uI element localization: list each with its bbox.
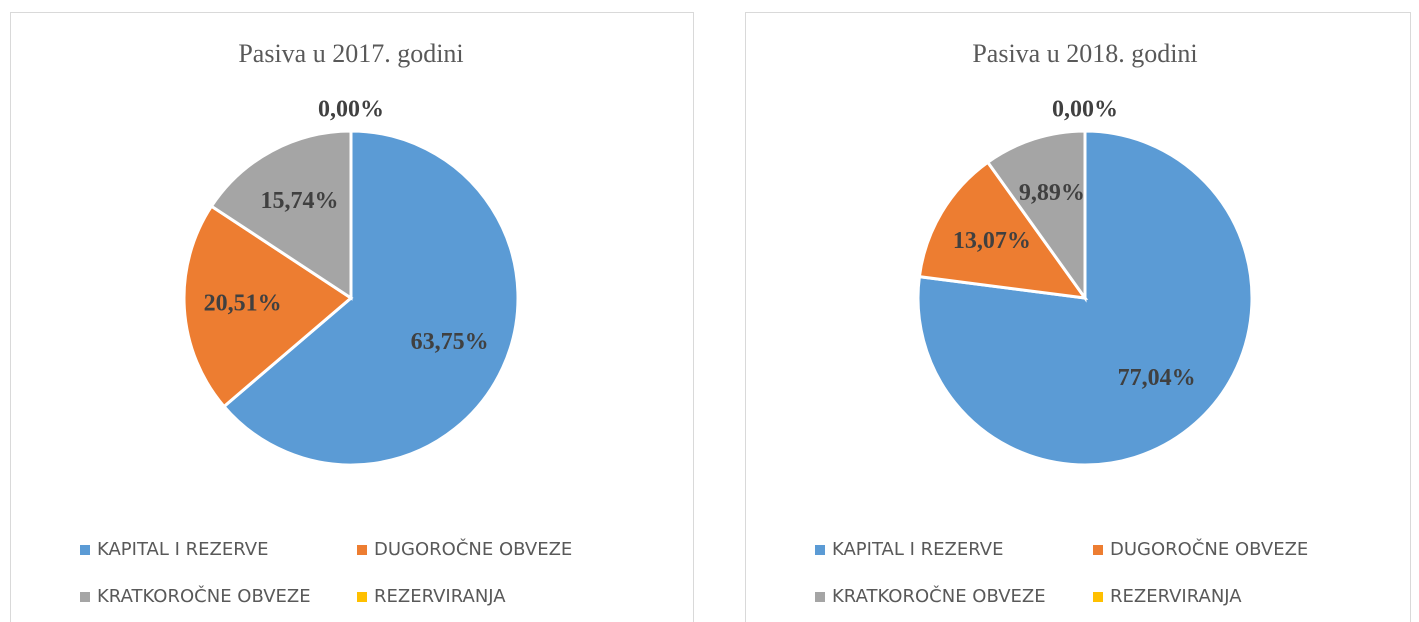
legend-swatch (1093, 592, 1103, 602)
legend-swatch (1093, 545, 1103, 555)
pie-slice (182, 204, 354, 409)
legend-label: KRATKOROČNE OBVEZE (832, 585, 1046, 607)
legend-label: REZERVIRANJA (374, 586, 506, 607)
legend-label: KAPITAL I REZERVE (832, 539, 1003, 560)
pie-slice (985, 129, 1087, 303)
pie-slice (221, 129, 520, 467)
chart-title: Pasiva u 2017. godini (238, 39, 463, 68)
legend-label: DUGOROČNE OBVEZE (374, 538, 572, 560)
legend-label: REZERVIRANJA (1110, 586, 1242, 607)
data-label: 9,89% (1019, 180, 1085, 206)
pie-slice (917, 160, 1089, 300)
legend-swatch (815, 592, 825, 602)
legend-swatch (80, 592, 90, 602)
legend-swatch (815, 545, 825, 555)
data-label: 63,75% (411, 329, 489, 355)
legend-label: KRATKOROČNE OBVEZE (97, 585, 311, 607)
data-label: 20,51% (204, 290, 282, 316)
legend-label: KAPITAL I REZERVE (97, 539, 268, 560)
data-label: 0,00% (318, 97, 384, 123)
data-label: 77,04% (1118, 365, 1196, 391)
data-label: 0,00% (1052, 97, 1118, 123)
pie-slice (209, 129, 353, 301)
legend-swatch (80, 545, 90, 555)
legend-label: DUGOROČNE OBVEZE (1110, 538, 1308, 560)
data-label: 13,07% (953, 228, 1031, 254)
data-label: 15,74% (260, 188, 338, 214)
legend-swatch (357, 545, 367, 555)
chart-title: Pasiva u 2018. godini (972, 39, 1197, 68)
legend-swatch (357, 592, 367, 602)
pie-slice (916, 129, 1254, 467)
